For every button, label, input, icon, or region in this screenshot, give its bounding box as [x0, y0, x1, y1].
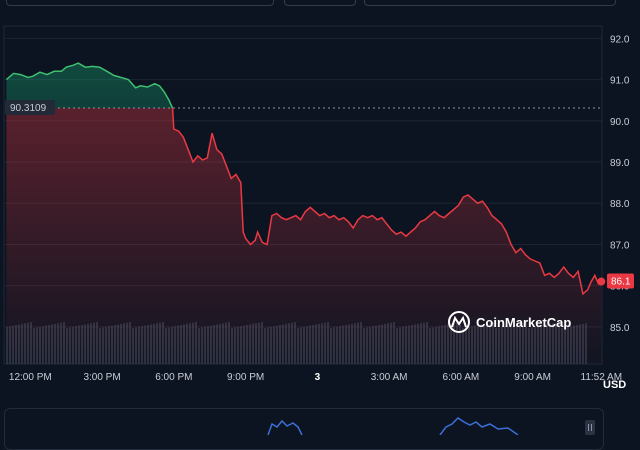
- y-tick-label: 85.0: [610, 323, 630, 334]
- area-fill-below: [6, 107, 602, 364]
- range-selector-tab[interactable]: [6, 0, 274, 6]
- x-tick-label: 9:00 PM: [227, 372, 264, 383]
- x-tick-label: 3: [315, 372, 321, 383]
- price-line-above: [5, 62, 174, 108]
- reference-price-label: 90.3109: [5, 99, 55, 115]
- mini-series-right: [439, 417, 519, 435]
- x-tick-label: 11:52 AM: [581, 372, 623, 383]
- coinmarketcap-logo: CoinMarketCap: [448, 311, 571, 333]
- y-tick-label: 91.0: [610, 76, 630, 87]
- navigator-handle[interactable]: [585, 420, 595, 435]
- y-tick-label: 89.0: [610, 158, 630, 169]
- top-controls-edge: [0, 0, 640, 6]
- mini-series-left: [267, 419, 303, 435]
- compare-tab[interactable]: [364, 0, 616, 6]
- x-tick-label: 3:00 AM: [371, 372, 408, 383]
- current-price-tag: 86.1: [607, 273, 634, 289]
- price-chart[interactable]: 90.3109 85.086.087.088.089.090.091.092.0…: [0, 0, 640, 435]
- coinmarketcap-icon: [448, 311, 470, 333]
- x-tick-label: 12:00 PM: [9, 372, 52, 383]
- x-axis-tick-labels: 12:00 PM 3:00 PM 6:00 PM 9:00 PM 3 3:00 AM 6:0…: [9, 372, 622, 383]
- y-tick-label: 88.0: [610, 199, 630, 210]
- mini-navigator-frame: [4, 408, 604, 450]
- svg-text:90.3109: 90.3109: [10, 103, 47, 114]
- y-tick-label: 90.0: [610, 117, 630, 128]
- price-line-below: [171, 107, 602, 296]
- x-tick-label: 6:00 AM: [443, 372, 480, 383]
- y-axis-tick-labels: 85.086.087.088.089.090.091.092.0: [610, 34, 630, 334]
- y-tick-label: 92.0: [610, 34, 630, 45]
- x-tick-label: 6:00 PM: [155, 372, 192, 383]
- x-tick-label: 9:00 AM: [514, 372, 551, 383]
- chart-type-tab[interactable]: [284, 0, 356, 6]
- svg-text:86.1: 86.1: [611, 277, 631, 288]
- x-tick-label: 3:00 PM: [83, 372, 120, 383]
- current-price-dot: [597, 277, 606, 286]
- currency-label: USD: [603, 379, 626, 391]
- coinmarketcap-icon-mark: [451, 315, 467, 328]
- y-tick-label: 87.0: [610, 240, 630, 251]
- watermark-text: CoinMarketCap: [476, 315, 571, 330]
- mini-navigator[interactable]: [267, 417, 595, 435]
